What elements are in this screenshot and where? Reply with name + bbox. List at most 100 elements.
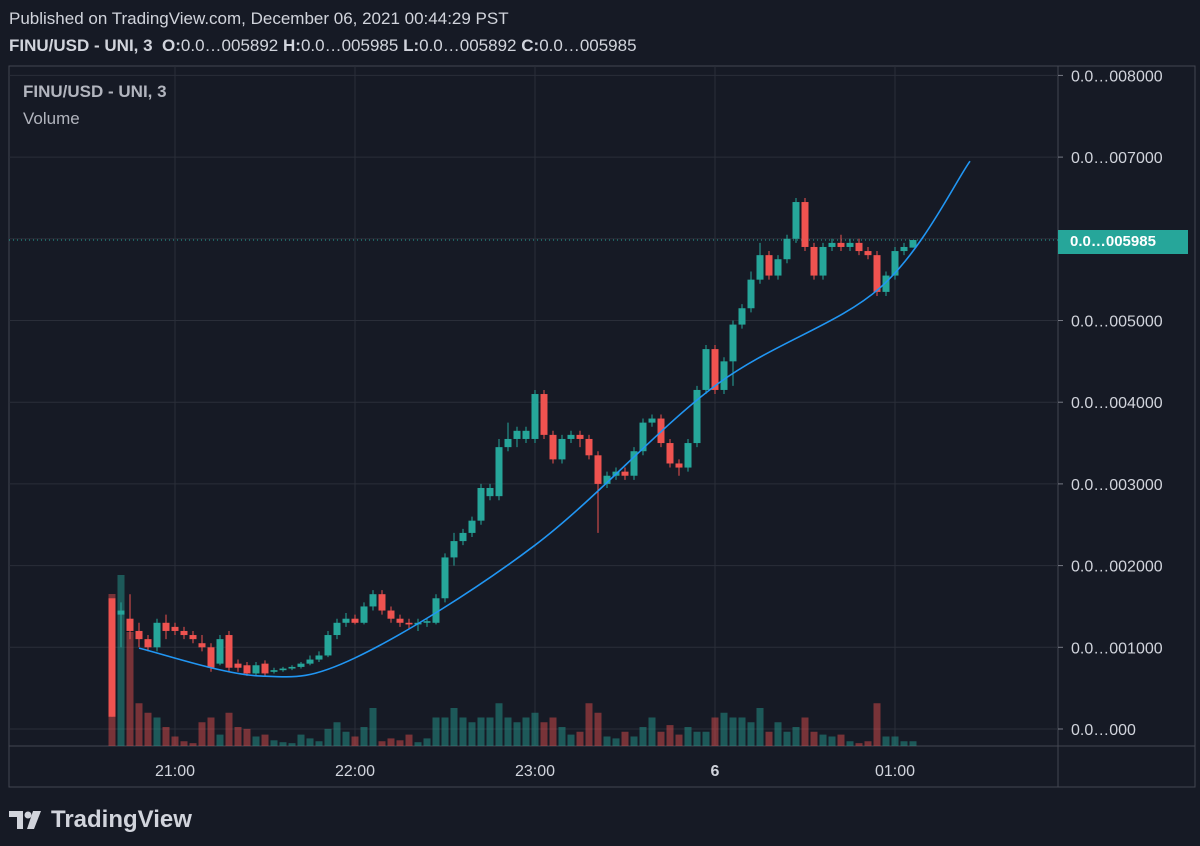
volume-bar — [693, 731, 701, 746]
volume-bar — [603, 736, 611, 746]
candle-body — [189, 635, 197, 640]
candle-body — [342, 618, 350, 623]
candle-body — [756, 255, 764, 280]
volume-bar — [414, 742, 422, 746]
chart-legend-title[interactable]: FINU/USD - UNI, 3 — [23, 82, 167, 101]
candle-body — [270, 670, 278, 672]
volume-bar — [630, 736, 638, 746]
volume-bar — [162, 727, 170, 746]
candle-body — [486, 487, 494, 497]
ohlc-line: FINU/USD - UNI, 3 O:0.0…005892 H:0.0…005… — [9, 36, 637, 56]
published-line: Published on TradingView.com, December 0… — [9, 9, 509, 28]
volume-bar — [864, 741, 872, 746]
volume-bar — [612, 738, 620, 746]
x-tick-label: 6 — [711, 763, 720, 780]
candle-body — [234, 663, 242, 668]
volume-bar — [459, 717, 467, 746]
high-value: 0.0…005985 — [300, 36, 399, 55]
volume-bar — [585, 703, 593, 746]
candle-body — [648, 418, 656, 423]
candle-body — [126, 618, 134, 631]
brand-logo[interactable]: TradingView — [9, 806, 192, 834]
volume-bar — [639, 727, 647, 746]
candle-body — [432, 598, 440, 623]
candle-body — [315, 655, 323, 660]
volume-bar — [720, 712, 728, 746]
volume-bar — [567, 734, 575, 746]
close-value: 0.0…005985 — [539, 36, 637, 55]
candle-body — [819, 246, 827, 276]
volume-bar — [369, 708, 377, 746]
volume-bar — [234, 727, 242, 746]
volume-bar — [225, 712, 233, 746]
candle-body — [684, 443, 692, 468]
volume-bar — [144, 712, 152, 746]
candle-body — [531, 394, 539, 439]
brand-name: TradingView — [51, 806, 192, 833]
volume-bar — [666, 725, 674, 746]
candle-body — [621, 471, 629, 476]
y-tick-label: 0.0…001000 — [1071, 640, 1163, 657]
volume-bar — [180, 741, 188, 746]
candle-body — [567, 434, 575, 439]
candle-body — [153, 622, 161, 648]
volume-bar — [198, 722, 206, 746]
volume-bar — [891, 736, 899, 746]
volume-bar — [396, 740, 404, 746]
volume-bar — [873, 703, 881, 746]
candle-body — [135, 630, 143, 640]
volume-bar — [621, 731, 629, 746]
candle-body — [225, 635, 233, 668]
volume-bar — [297, 734, 305, 746]
volume-bar — [423, 738, 431, 746]
candle-body — [513, 430, 521, 439]
candle-body — [360, 606, 368, 623]
candle-body — [387, 610, 395, 619]
candle-body — [423, 621, 431, 623]
volume-bar — [513, 722, 521, 746]
volume-bar — [765, 731, 773, 746]
candle-body — [828, 242, 836, 247]
candle-body — [630, 451, 638, 476]
candle-body — [504, 438, 512, 448]
volume-bar — [909, 741, 917, 746]
candle-body — [702, 349, 710, 390]
candle-body — [117, 610, 125, 615]
volume-bar — [738, 717, 746, 746]
y-tick-label: 0.0…002000 — [1071, 559, 1163, 576]
volume-bar — [504, 717, 512, 746]
volume-bar — [279, 742, 287, 746]
chart-legend-volume[interactable]: Volume — [23, 109, 80, 128]
chart-frame — [8, 65, 1196, 788]
candle-body — [792, 202, 800, 239]
tradingview-icon — [9, 811, 41, 829]
low-label: L: — [403, 36, 420, 55]
volume-bar — [477, 717, 485, 746]
candle-body — [882, 275, 890, 292]
candle-body — [855, 242, 863, 252]
candle-body — [333, 622, 341, 636]
candle-body — [549, 434, 557, 460]
volume-bar — [747, 722, 755, 746]
candle-body — [297, 663, 305, 667]
volume-bar — [855, 743, 863, 746]
volume-bar — [558, 727, 566, 746]
volume-bar — [342, 731, 350, 746]
volume-bar — [576, 731, 584, 746]
y-tick-label: 0.0…008000 — [1071, 68, 1163, 85]
candle-body — [261, 663, 269, 674]
volume-bar — [288, 743, 296, 746]
candle-body — [738, 308, 746, 325]
volume-bar — [531, 712, 539, 746]
candle-body — [774, 259, 782, 276]
volume-bar — [540, 722, 548, 746]
candle-body — [675, 463, 683, 468]
volume-bar — [684, 727, 692, 746]
candle-body — [450, 541, 458, 558]
candle-body — [252, 665, 260, 674]
volume-bar — [486, 717, 494, 746]
candle-body — [747, 279, 755, 309]
volume-bar — [441, 717, 449, 746]
candle-body — [468, 520, 476, 533]
